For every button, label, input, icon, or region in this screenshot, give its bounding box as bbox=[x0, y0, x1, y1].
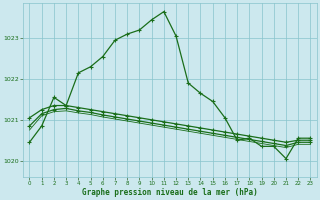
X-axis label: Graphe pression niveau de la mer (hPa): Graphe pression niveau de la mer (hPa) bbox=[82, 188, 258, 197]
